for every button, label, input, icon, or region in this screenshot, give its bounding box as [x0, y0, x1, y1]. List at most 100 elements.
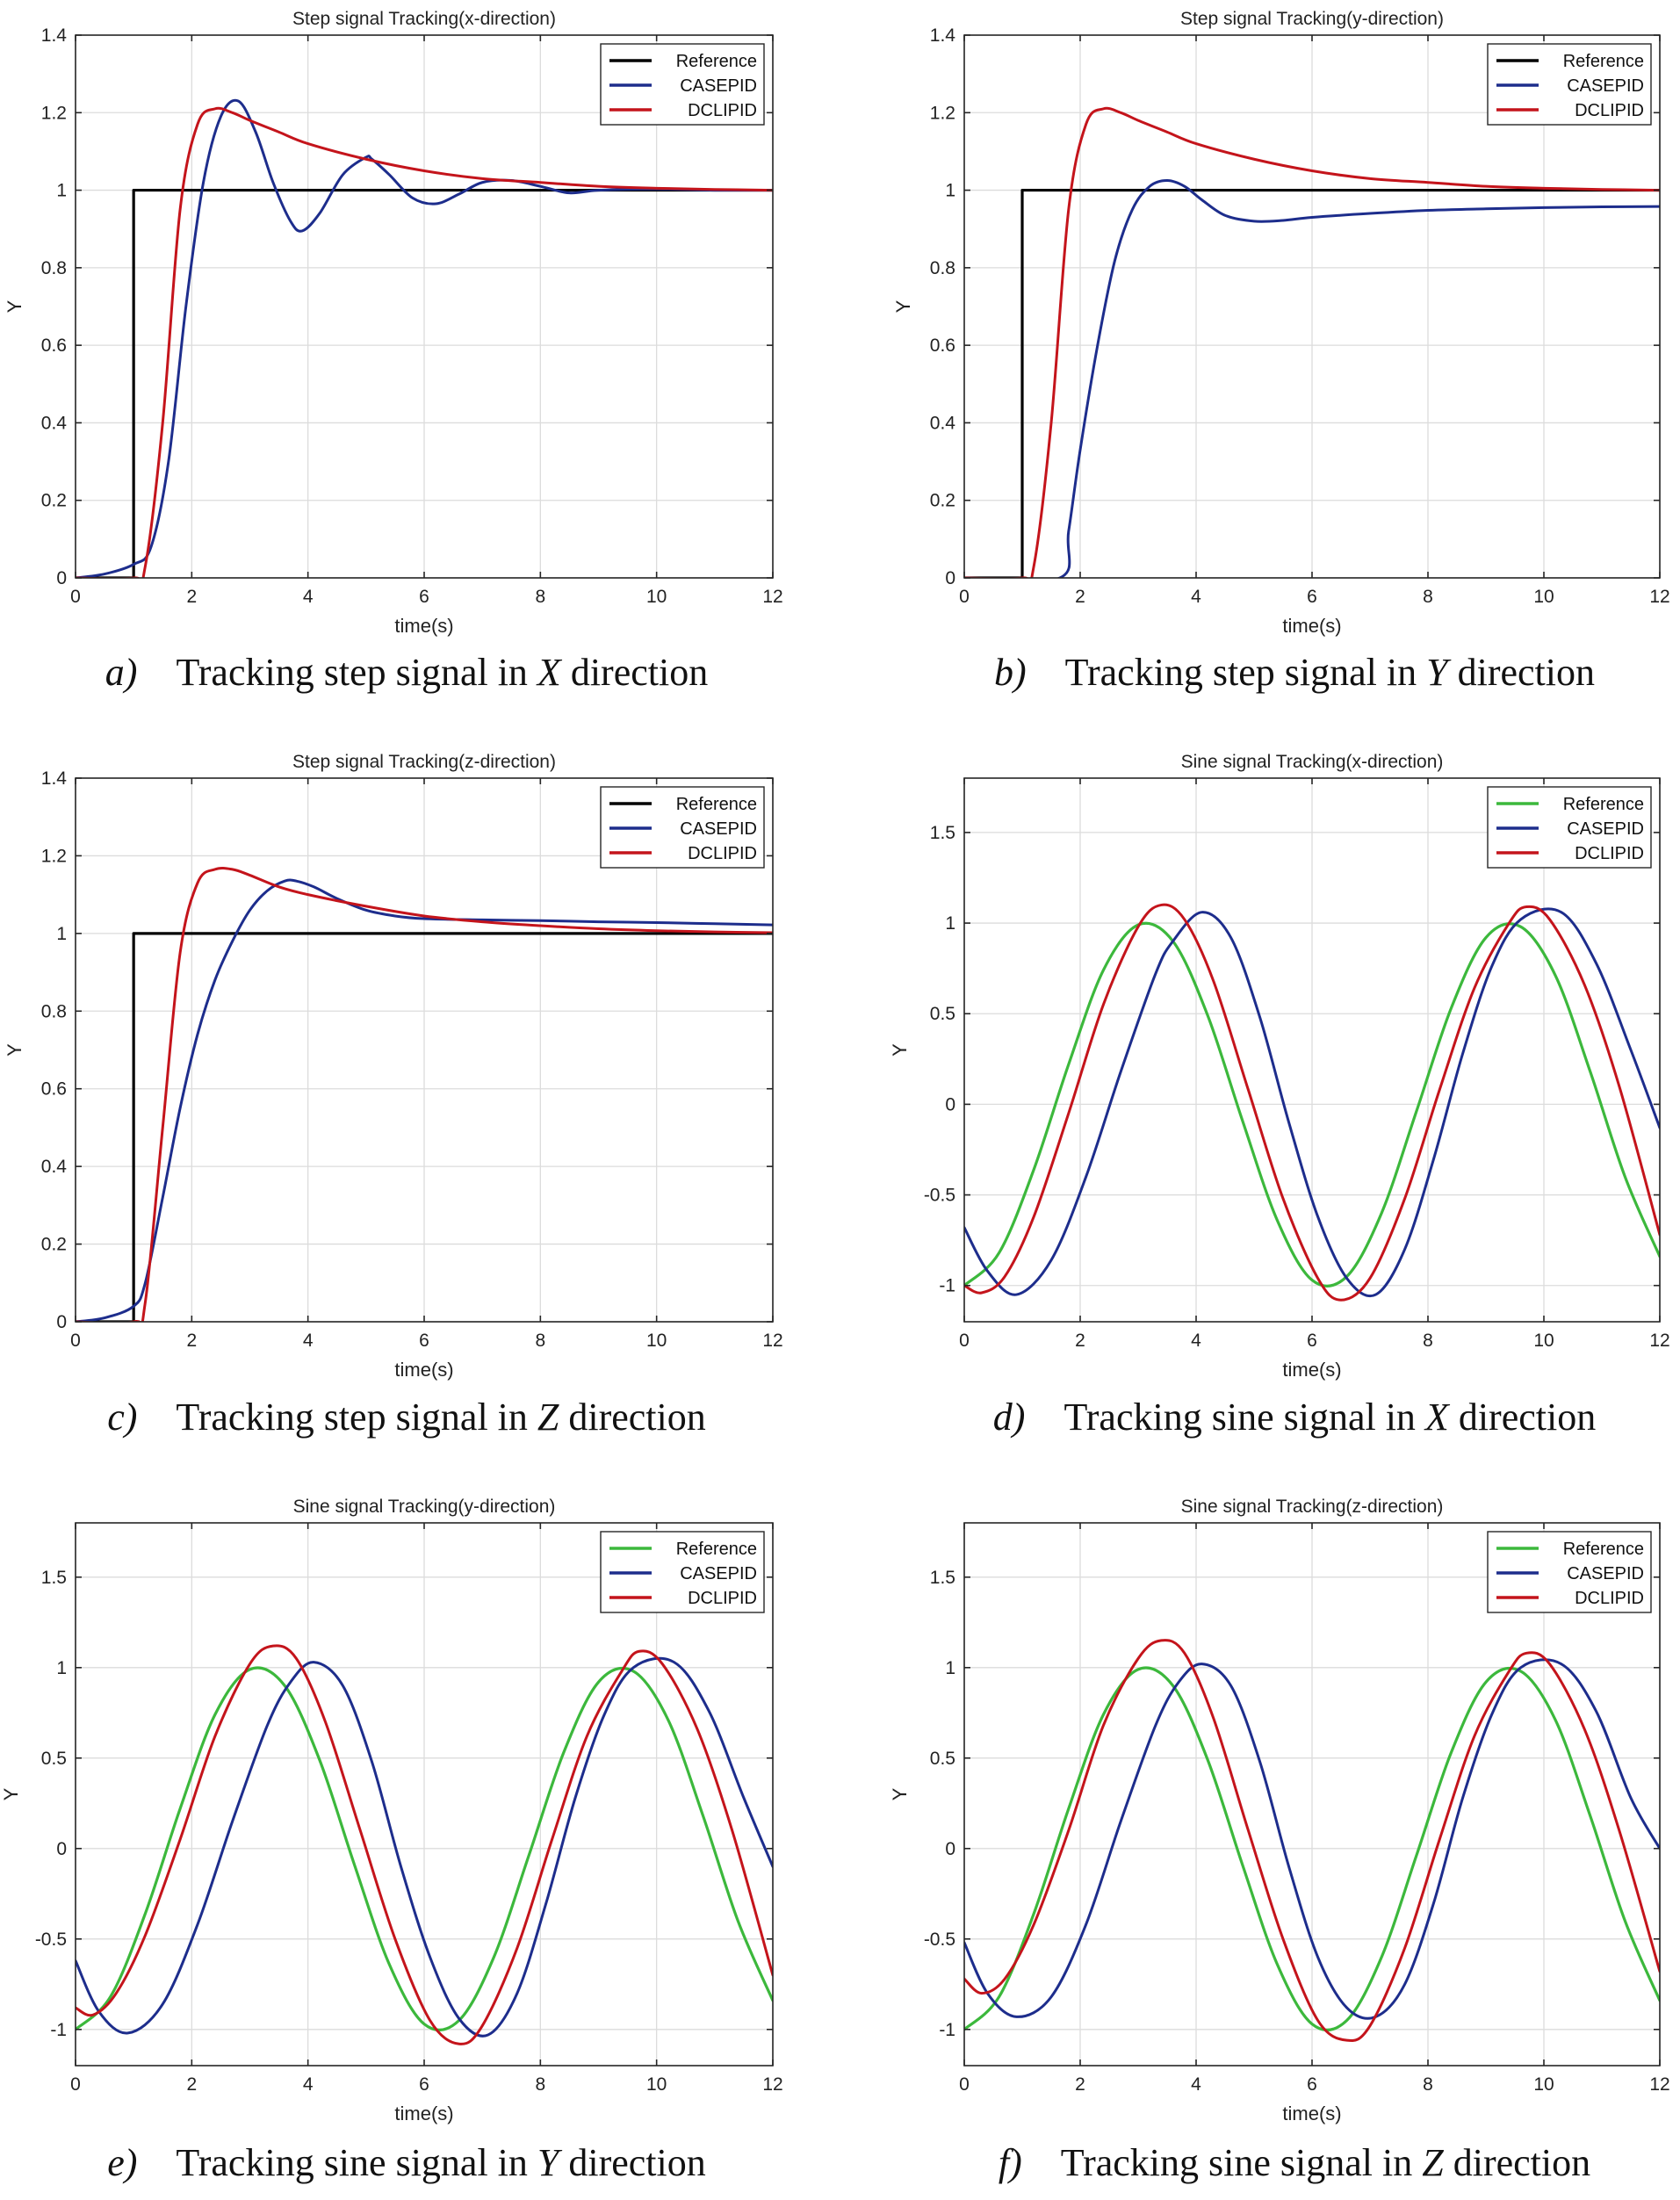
legend-label: DCLIPID: [688, 101, 757, 120]
chart-panel-2: 0 2 4 6 8 10 12 0 0.2 0.4 0.6 0.8 1 1.2 1.4 Step signal…: [892, 9, 1670, 694]
x-tick-label: 12: [762, 2074, 782, 2095]
legend-label: CASEPID: [1567, 819, 1644, 839]
y-tick-label: 0.6: [930, 335, 955, 356]
x-tick-label: 12: [1649, 1331, 1669, 1351]
y-tick-label: 1.2: [41, 103, 67, 123]
caption-space: [1025, 1396, 1064, 1439]
series-line-dclipid: [964, 903, 1660, 1302]
legend-label: CASEPID: [680, 1564, 757, 1583]
legend-label: CASEPID: [1567, 1564, 1644, 1583]
legend-label: Reference: [676, 52, 757, 71]
caption-tail: direction: [1444, 2141, 1590, 2184]
y-tick-label: 0.8: [41, 258, 67, 278]
x-axis-label: time(s): [394, 2103, 453, 2124]
x-tick-label: 0: [959, 1331, 970, 1351]
caption-text: Tracking step signal in: [176, 1396, 537, 1439]
y-tick-label: 0.2: [41, 1235, 67, 1255]
x-tick-label: 6: [419, 587, 429, 607]
legend-label: CASEPID: [680, 76, 757, 96]
x-tick-label: 0: [959, 587, 970, 607]
y-tick-label: 1.4: [41, 768, 68, 789]
x-tick-label: 8: [535, 1331, 545, 1351]
y-tick-label: 0.5: [930, 1749, 955, 1769]
y-tick-label: -1: [939, 2020, 955, 2040]
x-tick-label: 6: [1307, 2074, 1317, 2095]
y-tick-label: 1: [56, 1658, 67, 1678]
caption-var: Z: [537, 1396, 559, 1439]
legend-label: Reference: [1563, 52, 1644, 71]
y-tick-label: 1.5: [41, 1568, 67, 1588]
x-tick-label: 2: [186, 2074, 197, 2095]
caption-letter: b): [994, 651, 1027, 694]
x-tick-label: 4: [303, 587, 314, 607]
y-tick-label: -0.5: [924, 1930, 955, 1950]
x-tick-label: 10: [1533, 2074, 1554, 2095]
x-tick-label: 0: [70, 587, 81, 607]
caption-letter: a): [105, 651, 138, 694]
series-line-dclipid: [964, 1639, 1660, 2042]
y-tick-label: 1: [945, 181, 955, 201]
series-line-dclipid: [76, 1644, 773, 2045]
y-tick-label: 0.4: [41, 1157, 68, 1177]
y-axis-label: Y: [889, 1043, 911, 1057]
chart-panel-6: 0 2 4 6 8 10 12 -1 -0.5 0 0.5 1 1.5 Sine signal Track…: [889, 1497, 1670, 2184]
caption-text: Tracking step signal in: [176, 651, 537, 694]
x-tick-label: 8: [535, 2074, 545, 2095]
caption-letter: c): [107, 1396, 137, 1439]
y-tick-label: 0.8: [41, 1001, 67, 1021]
chart-panel-1: 0 2 4 6 8 10 12 0 0.2 0.4 0.6 0.8 1 1.2 1.4 Step signal…: [4, 9, 783, 694]
y-tick-label: 0: [945, 1094, 955, 1114]
x-tick-label: 8: [1423, 587, 1433, 607]
y-axis-label: Y: [4, 1043, 25, 1057]
y-tick-label: -1: [50, 2020, 67, 2040]
y-tick-label: 0.6: [41, 335, 67, 356]
chart-title: Step signal Tracking(y-direction): [1180, 9, 1444, 29]
series-group: [76, 98, 773, 578]
legend-label: DCLIPID: [1575, 1589, 1644, 1608]
caption-var: Y: [537, 2141, 563, 2184]
y-tick-label: 0.2: [930, 491, 955, 511]
chart-title: Step signal Tracking(z-direction): [292, 752, 556, 772]
x-axis-label: time(s): [1282, 2103, 1341, 2124]
x-tick-label: 12: [1649, 2074, 1669, 2095]
x-tick-label: 12: [1649, 587, 1669, 607]
series-line-reference: [76, 932, 773, 1322]
series-line-casepid: [964, 907, 1660, 1298]
x-tick-label: 0: [70, 2074, 81, 2095]
y-tick-label: -1: [939, 1276, 955, 1296]
caption-var: Y: [1426, 651, 1452, 694]
caption-space: [1027, 651, 1065, 694]
x-axis-label: time(s): [1282, 615, 1341, 637]
legend: Reference CASEPID DCLIPID: [600, 1531, 765, 1613]
caption-letter: e): [107, 2141, 137, 2184]
caption-var: Z: [1422, 2141, 1444, 2184]
caption-text: Tracking sine signal in: [1064, 1396, 1424, 1439]
x-tick-label: 8: [1423, 1331, 1433, 1351]
x-tick-label: 0: [70, 1331, 81, 1351]
x-tick-label: 6: [1307, 1331, 1317, 1351]
x-tick-label: 8: [1423, 2074, 1433, 2095]
legend: Reference CASEPID DCLIPID: [1487, 43, 1652, 126]
x-tick-label: 10: [646, 2074, 667, 2095]
caption-space: [137, 1396, 176, 1439]
y-tick-label: 1: [56, 924, 67, 944]
series-line-reference: [76, 188, 773, 578]
legend-label: DCLIPID: [1575, 101, 1644, 120]
x-tick-label: 4: [1191, 2074, 1201, 2095]
x-tick-label: 6: [419, 2074, 429, 2095]
x-tick-label: 10: [646, 1331, 667, 1351]
y-axis-label: Y: [889, 1787, 911, 1800]
caption-tail: direction: [559, 1396, 705, 1439]
y-tick-label: 0.8: [930, 258, 955, 278]
y-tick-label: 0.5: [41, 1749, 67, 1769]
panel-caption: a) Tracking step signal in X direction: [105, 651, 708, 694]
caption-space: [1022, 2141, 1061, 2184]
y-tick-label: 1: [56, 181, 67, 201]
series-group: [964, 106, 1660, 578]
caption-tail: direction: [561, 651, 708, 694]
x-tick-label: 4: [1191, 587, 1201, 607]
chart-panel-5: 0 2 4 6 8 10 12 -1 -0.5 0 0.5 1 1.5 Sine signal Track…: [0, 1497, 783, 2184]
legend: Reference CASEPID DCLIPID: [600, 43, 765, 126]
caption-text: Tracking sine signal in: [176, 2141, 537, 2184]
